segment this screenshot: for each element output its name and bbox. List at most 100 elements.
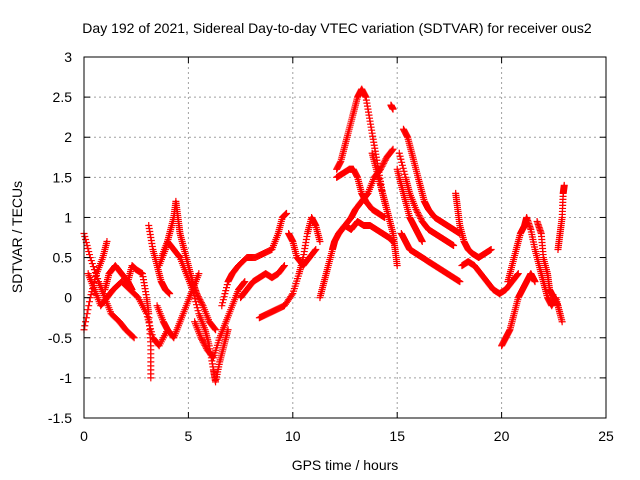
data-point-marker	[212, 326, 220, 334]
data-point-marker	[414, 210, 422, 218]
data-point-marker	[85, 302, 93, 310]
data-point-marker	[143, 313, 151, 321]
series-track-28	[504, 213, 564, 318]
series-track-07	[155, 197, 220, 334]
data-point-marker	[223, 281, 231, 289]
series-track-10	[191, 278, 249, 362]
series-track-25	[452, 189, 495, 262]
series-track-19	[368, 149, 401, 270]
data-point-marker	[82, 318, 90, 326]
data-point-marker	[316, 238, 324, 246]
y-tick-label: -0.5	[48, 330, 72, 346]
data-point-marker	[388, 146, 396, 154]
data-point-marker	[92, 273, 100, 281]
data-point-marker	[87, 257, 95, 265]
data-point-marker	[129, 333, 137, 341]
plot-frame	[83, 56, 607, 419]
data-point-marker	[85, 251, 93, 259]
data-point-marker	[219, 296, 227, 304]
data-point-marker	[397, 155, 405, 163]
data-point-marker	[222, 287, 230, 295]
data-point-marker	[487, 246, 495, 254]
data-point-marker	[81, 322, 89, 330]
series-track-24	[393, 165, 426, 246]
data-point-marker	[85, 298, 93, 306]
data-point-marker	[396, 152, 404, 160]
data-point-marker	[418, 238, 426, 246]
data-point-marker	[283, 209, 291, 217]
data-point-marker	[398, 158, 406, 166]
y-tick-label: 1	[64, 209, 72, 225]
series-track-21	[399, 125, 464, 237]
data-point-marker	[166, 290, 174, 298]
data-point-marker	[413, 207, 421, 215]
data-point-marker	[414, 208, 422, 216]
series-track-29	[533, 217, 566, 326]
data-point-marker	[83, 310, 91, 318]
series-track-22	[395, 149, 458, 250]
x-tick-label: 10	[285, 428, 301, 444]
data-point-marker	[209, 353, 217, 361]
data-point-marker	[211, 325, 219, 333]
data-point-marker	[380, 158, 388, 166]
data-points	[80, 85, 568, 386]
data-point-marker	[389, 145, 397, 153]
data-point-marker	[223, 284, 231, 292]
data-point-marker	[197, 334, 205, 342]
series-track-17	[333, 165, 389, 221]
x-axis-label: GPS time / hours	[292, 457, 399, 473]
data-point-marker	[280, 263, 288, 271]
data-point-marker	[450, 242, 458, 250]
y-tick-label: -1.5	[48, 410, 72, 426]
series-track-03	[84, 270, 172, 350]
data-point-marker	[416, 213, 424, 221]
data-point-marker	[130, 334, 138, 342]
y-tick-label: 3	[64, 49, 72, 65]
data-point-marker	[401, 170, 409, 178]
data-point-marker	[311, 247, 319, 255]
data-point-marker	[380, 159, 388, 167]
data-point-marker	[198, 335, 206, 343]
data-point-marker	[456, 278, 464, 286]
data-point-marker	[560, 181, 568, 189]
data-point-marker	[192, 301, 200, 309]
data-point-marker	[198, 337, 206, 345]
data-point-marker	[412, 205, 420, 213]
data-point-marker	[201, 341, 209, 349]
y-tick-label: -1	[60, 370, 73, 386]
data-point-marker	[417, 214, 425, 222]
series-track-06	[145, 221, 174, 298]
series-track-14	[285, 229, 320, 270]
data-point-marker	[395, 149, 403, 157]
data-point-marker	[175, 253, 183, 261]
data-point-marker	[200, 340, 208, 348]
data-point-marker	[128, 286, 136, 294]
data-point-marker	[379, 161, 387, 169]
data-point-marker	[194, 307, 202, 315]
series-track-30	[554, 181, 568, 254]
data-point-marker	[202, 343, 210, 351]
y-axis-label: SDTVAR / TECUs	[9, 181, 25, 293]
y-tick-label: 0	[64, 290, 72, 306]
y-tick-label: 2.5	[53, 89, 73, 105]
x-tick-label: 15	[389, 428, 405, 444]
grid-lines	[84, 57, 606, 418]
data-point-marker	[192, 298, 200, 306]
data-point-marker	[147, 374, 155, 382]
series-track-08	[157, 238, 232, 386]
data-point-marker	[531, 278, 539, 286]
data-point-marker	[191, 295, 199, 303]
data-point-marker	[398, 161, 406, 169]
y-tick-label: 0.5	[53, 250, 73, 266]
data-point-marker	[241, 278, 249, 286]
series-track-11	[218, 209, 291, 310]
data-point-marker	[85, 248, 93, 256]
data-point-marker	[415, 211, 423, 219]
data-point-marker	[280, 262, 288, 270]
data-point-marker	[399, 164, 407, 172]
data-point-marker	[81, 232, 89, 240]
data-point-marker	[199, 338, 207, 346]
series-track-09	[153, 270, 203, 342]
x-tick-label: 25	[598, 428, 614, 444]
